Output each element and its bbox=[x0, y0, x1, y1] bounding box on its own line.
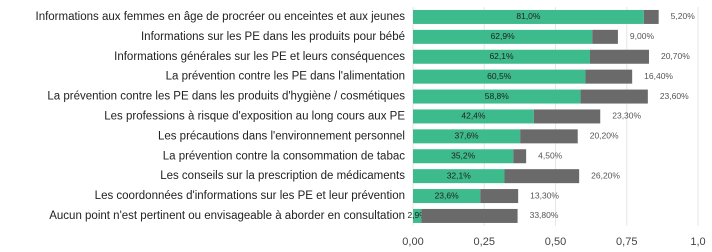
bar-segment bbox=[413, 109, 534, 124]
value-label: 33,80% bbox=[530, 210, 559, 220]
value-label: 9,00% bbox=[630, 31, 655, 41]
category-label: Aucun point n'est pertinent ou envisagea… bbox=[49, 210, 405, 222]
bar-segment bbox=[585, 69, 633, 84]
value-label: 32,1% bbox=[447, 170, 472, 180]
value-label: 2,9% bbox=[407, 210, 427, 220]
value-label: 5,20% bbox=[671, 11, 696, 21]
x-tick-label: 1,0 bbox=[690, 236, 705, 248]
category-label: Informations générales sur les PE et leu… bbox=[114, 51, 405, 63]
value-label: 20,20% bbox=[590, 131, 619, 141]
x-tick-label: 0,75 bbox=[616, 236, 637, 248]
value-label: 23,6% bbox=[435, 190, 460, 200]
value-label: 58,8% bbox=[485, 91, 510, 101]
value-label: 81,0% bbox=[516, 11, 541, 21]
value-label: 16,40% bbox=[644, 71, 673, 81]
value-label: 62,9% bbox=[491, 31, 516, 41]
bar-segment bbox=[413, 89, 581, 104]
bar-segment bbox=[413, 208, 422, 223]
value-label: 60,5% bbox=[487, 71, 512, 81]
category-label: Les conseils sur la prescription de médi… bbox=[160, 170, 405, 182]
bar-segment bbox=[421, 208, 518, 223]
value-label: 42,4% bbox=[461, 111, 486, 121]
bar-segment bbox=[589, 49, 649, 64]
bar-segment bbox=[592, 29, 618, 44]
category-label: Les précautions dans l'environnement per… bbox=[158, 130, 405, 142]
category-label: La prévention contre la consommation de … bbox=[163, 150, 406, 162]
bar-segment bbox=[413, 169, 505, 184]
value-label: 26,20% bbox=[591, 170, 620, 180]
bar-segment bbox=[580, 89, 648, 104]
x-tick-label: 0,00 bbox=[402, 236, 423, 248]
bar-segment bbox=[520, 129, 578, 144]
bar-segment bbox=[413, 69, 586, 84]
bar-segment bbox=[413, 149, 514, 164]
bar-segment bbox=[480, 189, 519, 204]
value-label: 62,1% bbox=[489, 51, 514, 61]
x-tick-label: 0,50 bbox=[545, 236, 566, 248]
category-label: La prévention contre les PE dans les pro… bbox=[47, 91, 405, 103]
category-label: Les professions à risque d'exposition au… bbox=[104, 110, 405, 122]
bar-segment bbox=[413, 49, 590, 64]
bar-segment bbox=[533, 109, 601, 124]
category-label: Informations sur les PE dans les produit… bbox=[141, 31, 405, 43]
category-label: Informations aux femmes en âge de procré… bbox=[36, 11, 406, 23]
bar-segment bbox=[413, 29, 593, 44]
value-label: 23,60% bbox=[660, 91, 689, 101]
bar-segment bbox=[413, 129, 521, 144]
value-label: 35,2% bbox=[451, 151, 476, 161]
value-label: 23,30% bbox=[612, 111, 641, 121]
bar-segment bbox=[504, 169, 580, 184]
category-label: Les coordonnées d'informations sur les P… bbox=[95, 190, 405, 202]
bar-segment bbox=[413, 9, 644, 24]
x-tick-label: 0,25 bbox=[474, 236, 495, 248]
value-label: 37,6% bbox=[455, 131, 480, 141]
category-label: La prévention contre les PE dans l'alime… bbox=[166, 71, 405, 83]
value-label: 20,70% bbox=[661, 51, 690, 61]
bar-segment bbox=[413, 189, 481, 204]
bar-segment bbox=[643, 9, 659, 24]
value-label: 4,50% bbox=[538, 151, 563, 161]
bar-segment bbox=[513, 149, 527, 164]
value-label: 13,30% bbox=[530, 190, 559, 200]
